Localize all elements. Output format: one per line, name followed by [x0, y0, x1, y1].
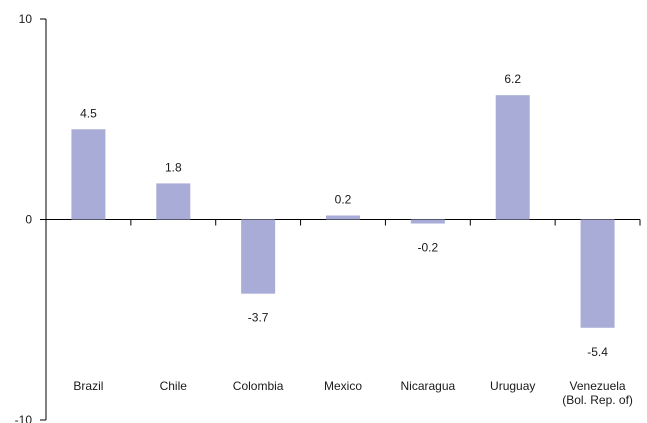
data-label: -5.4	[587, 345, 608, 359]
data-label: -3.7	[248, 311, 269, 325]
bar	[156, 183, 191, 220]
data-label: 6.2	[504, 72, 521, 86]
y-tick-label: 10	[19, 12, 33, 26]
data-label: 4.5	[80, 106, 97, 120]
y-tick-label: -10	[15, 413, 33, 423]
bar	[326, 215, 360, 220]
y-tick-label: 0	[25, 213, 32, 227]
category-label: (Bol. Rep. of)	[562, 393, 633, 407]
category-label: Chile	[160, 379, 188, 393]
category-label: Brazil	[73, 379, 103, 393]
bar	[495, 95, 530, 220]
bar	[241, 219, 276, 294]
bar	[410, 219, 445, 224]
category-label: Uruguay	[490, 379, 535, 393]
bar	[71, 129, 106, 220]
data-label: -0.2	[418, 241, 439, 255]
bars	[71, 95, 615, 328]
data-label: 1.8	[165, 160, 182, 174]
category-label: Venezuela	[570, 379, 626, 393]
category-label: Mexico	[324, 379, 362, 393]
bar	[580, 219, 615, 328]
data-label: 0.2	[335, 192, 352, 206]
category-label: Colombia	[233, 379, 284, 393]
labels: 10 0 -10 4.5 Brazil 1.8 Chile -3.7 Colombia 0.2 Me…	[15, 12, 633, 423]
category-label: Nicaragua	[401, 379, 456, 393]
